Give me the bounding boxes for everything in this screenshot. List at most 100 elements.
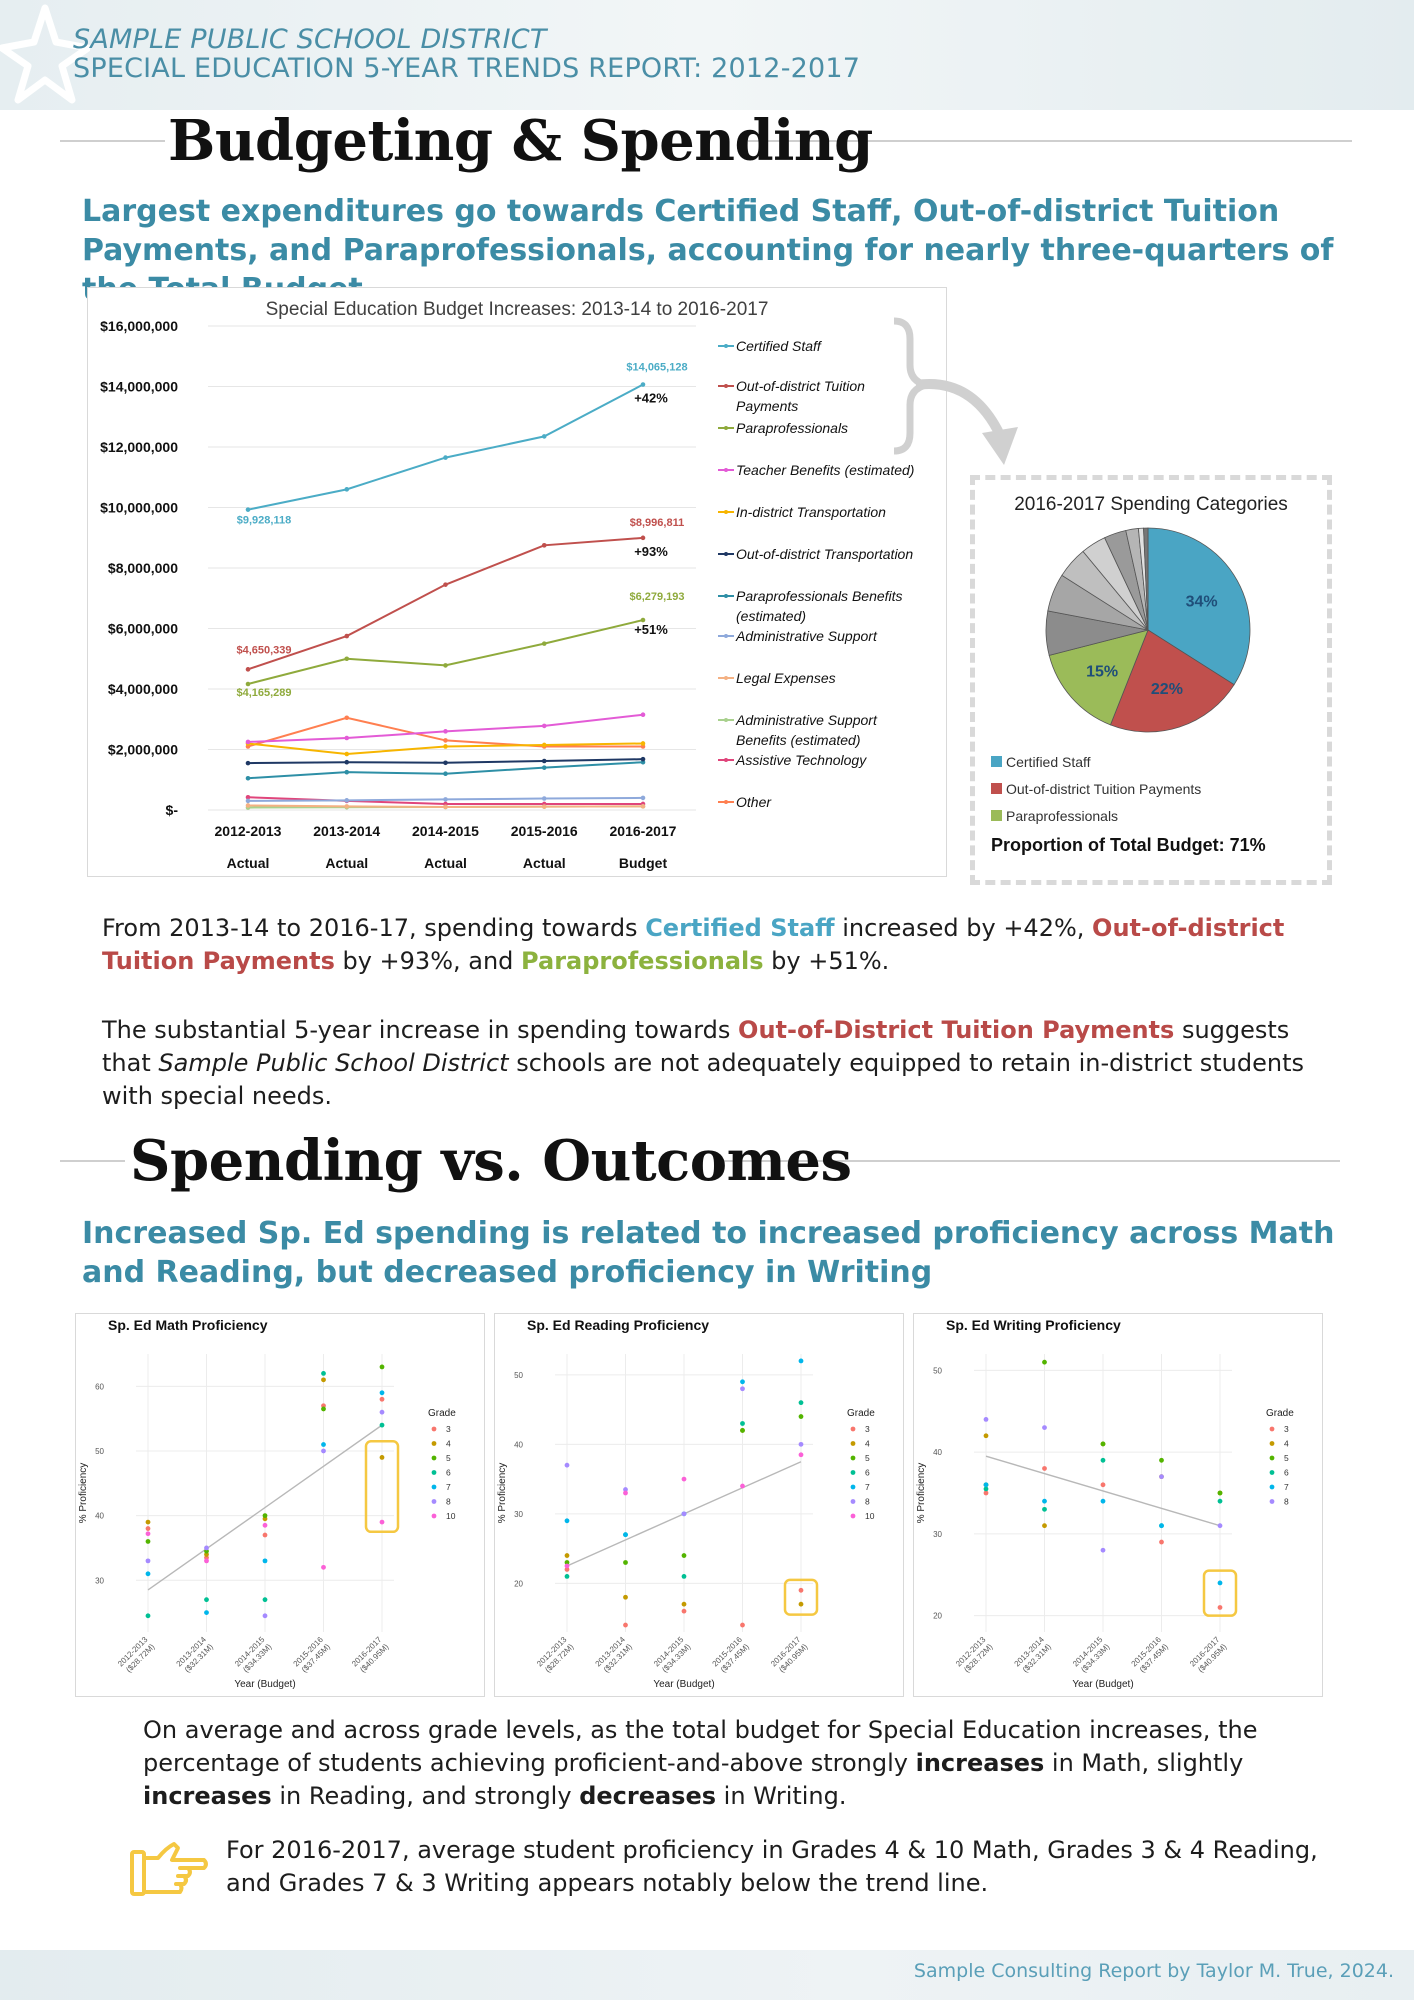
scatter-point bbox=[740, 1428, 745, 1433]
data-label-change: +93% bbox=[634, 544, 668, 559]
series-point bbox=[541, 804, 547, 809]
y-axis-label: % Proficiency bbox=[78, 1463, 89, 1524]
scatter-point bbox=[262, 1532, 268, 1538]
text-run: From 2013-14 to 2016-17, spending toward… bbox=[102, 914, 646, 942]
series-point bbox=[245, 667, 251, 672]
pie-slice-label: 15% bbox=[1086, 663, 1118, 680]
series-point bbox=[443, 663, 448, 668]
legend-grade: 7 bbox=[1284, 1482, 1289, 1492]
legend-grade: 4 bbox=[446, 1439, 451, 1449]
series-point bbox=[344, 735, 350, 741]
scatter-point bbox=[983, 1482, 989, 1488]
legend-title: Grade bbox=[428, 1408, 456, 1419]
x-tick-label: 2012-2013 bbox=[215, 823, 282, 839]
scatter-point bbox=[740, 1622, 745, 1628]
legend-swatch-dot bbox=[724, 758, 728, 762]
chart-title: Special Education Budget Increases: 2013… bbox=[266, 299, 769, 320]
scatter-point bbox=[321, 1564, 326, 1570]
series-point bbox=[245, 803, 251, 808]
scatter-point bbox=[1217, 1580, 1223, 1586]
title-rule-right bbox=[722, 1160, 1340, 1162]
x-axis-label: Year (Budget) bbox=[1072, 1679, 1133, 1690]
scatter-point bbox=[740, 1386, 745, 1392]
scatter-point bbox=[623, 1560, 628, 1565]
legend-label: Other bbox=[736, 794, 772, 810]
x-tick-label: 2016-2017 bbox=[610, 823, 677, 839]
x-tick-label: 2014-2015($34.33M) bbox=[233, 1635, 274, 1676]
series-point bbox=[541, 796, 547, 801]
legend-grade: 8 bbox=[1284, 1497, 1289, 1507]
footer-credit: Sample Consulting Report by Taylor M. Tr… bbox=[913, 1960, 1394, 1982]
y-tick-label: 20 bbox=[933, 1612, 942, 1621]
series-line bbox=[247, 619, 644, 685]
series-point bbox=[541, 723, 547, 729]
section-title-budgeting: Budgeting & Spending bbox=[168, 108, 873, 174]
scatter-point bbox=[321, 1406, 326, 1412]
scatter-point bbox=[798, 1414, 804, 1419]
scatter-point bbox=[564, 1518, 570, 1524]
legend-swatch-dot bbox=[724, 552, 728, 556]
scatter-point bbox=[145, 1519, 151, 1525]
scatter-point bbox=[379, 1364, 385, 1370]
scatter-point bbox=[564, 1563, 570, 1569]
legend-label: Administrative Support bbox=[735, 628, 878, 644]
scatter-point bbox=[379, 1519, 385, 1525]
series-point bbox=[344, 633, 350, 639]
x-tick-label: 2014-2015 bbox=[412, 823, 479, 839]
scatter-point bbox=[1100, 1441, 1106, 1447]
text-run: increased by +42%, bbox=[834, 914, 1093, 942]
below-trend-note: For 2016-2017, average student proficien… bbox=[226, 1836, 1318, 1897]
title-rule-right bbox=[748, 140, 1352, 142]
scatter-point bbox=[983, 1417, 989, 1422]
series-point bbox=[344, 759, 350, 765]
legend-dot bbox=[1269, 1426, 1275, 1432]
legend-grade: 8 bbox=[446, 1497, 451, 1507]
scatter-point bbox=[379, 1390, 385, 1396]
scatter-point bbox=[1159, 1474, 1164, 1480]
scatter-point bbox=[564, 1560, 570, 1565]
star-logo-icon bbox=[0, 4, 90, 104]
y-tick-label: 30 bbox=[514, 1510, 523, 1519]
title-rule-left bbox=[60, 1160, 125, 1162]
series-point bbox=[541, 742, 547, 748]
scatter-point bbox=[262, 1513, 268, 1519]
legend-grade: 3 bbox=[865, 1424, 870, 1434]
data-label-change: +51% bbox=[634, 622, 668, 637]
series-point bbox=[640, 795, 646, 801]
legend-swatch-dot bbox=[724, 800, 728, 804]
section-lead-outcomes: Increased Sp. Ed spending is related to … bbox=[82, 1216, 1335, 1290]
x-tick-sublabel: Actual bbox=[227, 855, 270, 871]
scatter-point bbox=[321, 1442, 326, 1447]
legend-dot bbox=[850, 1499, 856, 1504]
scatter-title: Sp. Ed Writing Proficiency bbox=[946, 1317, 1121, 1333]
x-tick-label: 2015-2016($37.45M) bbox=[291, 1635, 332, 1676]
budget-summary-paragraph: From 2013-14 to 2016-17, spending toward… bbox=[102, 912, 1322, 978]
scatter-point bbox=[379, 1409, 385, 1415]
series-point bbox=[443, 744, 448, 749]
certified-staff-highlight: Certified Staff bbox=[645, 914, 835, 942]
y-tick-label: $2,000,000 bbox=[108, 742, 178, 758]
scatter-point bbox=[798, 1601, 804, 1607]
series-point bbox=[344, 487, 350, 492]
scatter-point bbox=[983, 1433, 989, 1439]
legend-title: Grade bbox=[847, 1408, 875, 1419]
legend-swatch-dot bbox=[724, 468, 728, 472]
scatter-point bbox=[145, 1558, 151, 1564]
y-tick-label: 60 bbox=[95, 1382, 104, 1391]
series-point bbox=[245, 794, 251, 800]
series-point bbox=[541, 758, 547, 764]
scatter-point bbox=[564, 1567, 570, 1572]
x-tick-label: 2014-2015($34.33M) bbox=[652, 1635, 693, 1676]
budget-line-chart-panel: Special Education Budget Increases: 2013… bbox=[87, 287, 947, 877]
paraprofessionals-highlight: Paraprofessionals bbox=[521, 947, 764, 975]
writing-decrease-emphasis: decreases bbox=[579, 1782, 717, 1810]
y-tick-label: $8,000,000 bbox=[108, 560, 178, 576]
legend-grade: 6 bbox=[865, 1468, 870, 1478]
legend-grade: 4 bbox=[1284, 1439, 1289, 1449]
x-tick-label: 2012-2013($28.72M) bbox=[535, 1635, 576, 1676]
scatter-point bbox=[564, 1553, 570, 1558]
legend-label: Certified Staff bbox=[736, 338, 823, 354]
legend-label: Administrative Support Benefits (estimate… bbox=[735, 712, 878, 748]
y-tick-label: $- bbox=[166, 802, 179, 818]
x-tick-label: 2016-2017($40.95M) bbox=[769, 1635, 810, 1676]
